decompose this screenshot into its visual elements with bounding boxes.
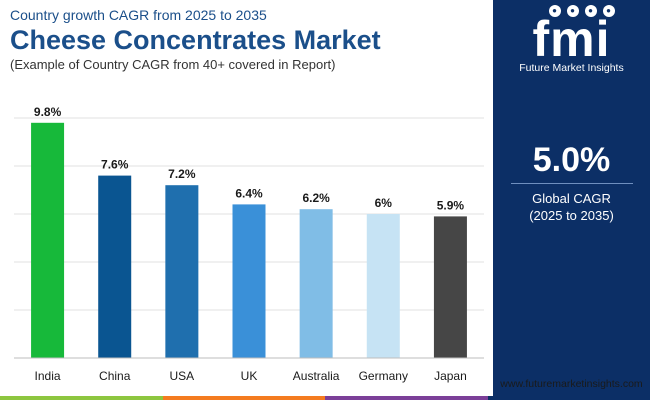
- logo-wordmark: fmi: [532, 11, 611, 67]
- footer-stripe-orange: [162, 396, 325, 400]
- footer-stripe: [0, 396, 650, 400]
- data-label-usa: 7.2%: [168, 167, 196, 181]
- cagr-period-text: (2025 to 2035): [529, 208, 614, 223]
- x-tick-japan: Japan: [434, 369, 467, 383]
- x-tick-china: China: [99, 369, 131, 383]
- data-label-germany: 6%: [375, 196, 393, 210]
- leaf-icon: ●: [548, 5, 561, 17]
- data-label-china: 7.6%: [101, 158, 129, 172]
- data-label-india: 9.8%: [34, 105, 62, 119]
- globe-icon: ●: [602, 5, 615, 17]
- footer-stripe-green: [0, 396, 163, 400]
- bar-japan: [433, 216, 467, 358]
- drop-icon: ●: [566, 5, 579, 17]
- x-tick-usa: USA: [170, 369, 195, 383]
- footer-stripe-navy: [487, 396, 650, 400]
- data-label-uk: 6.4%: [235, 186, 263, 200]
- website-link[interactable]: www.futuremarketinsights.com: [500, 378, 643, 390]
- chart-subtitle: Country growth CAGR from 2025 to 2035: [10, 7, 267, 23]
- fmi-logo: ● ● ● ● fmi Future Market Insights: [493, 4, 650, 74]
- chart-header: Country growth CAGR from 2025 to 2035 Ch…: [10, 6, 480, 73]
- x-tick-india: India: [35, 369, 61, 383]
- bar-uk: [232, 204, 266, 358]
- bar-china: [98, 175, 132, 358]
- footer-stripe-purple: [325, 396, 488, 400]
- cagr-label-text: Global CAGR: [532, 191, 611, 206]
- chart-title: Cheese Concentrates Market: [10, 25, 381, 55]
- person-icon: ●: [584, 5, 597, 17]
- bar-usa: [165, 185, 199, 358]
- logo-icons: ● ● ● ●: [513, 4, 650, 18]
- bar-chart: 9.8% India 7.6% China 7.2% USA 6.4% UK 6.2% Austr…: [14, 105, 484, 383]
- bar-australia: [299, 209, 333, 358]
- global-cagr-value: 5.0%: [532, 141, 611, 179]
- bar-germany: [366, 214, 400, 358]
- cagr-divider: [511, 183, 633, 184]
- x-tick-uk: UK: [241, 369, 258, 383]
- data-label-australia: 6.2%: [302, 191, 330, 205]
- bar-india: [31, 122, 65, 358]
- x-tick-australia: Australia: [293, 369, 340, 383]
- sidebar-panel: ● ● ● ● fmi Future Market Insights 5.0% …: [493, 0, 650, 400]
- chart-note: (Example of Country CAGR from 40+ covere…: [10, 57, 336, 72]
- logo-tagline: Future Market Insights: [519, 62, 624, 74]
- x-tick-germany: Germany: [359, 369, 408, 383]
- global-cagr-label: Global CAGR (2025 to 2035): [493, 190, 650, 224]
- data-label-japan: 5.9%: [437, 198, 465, 212]
